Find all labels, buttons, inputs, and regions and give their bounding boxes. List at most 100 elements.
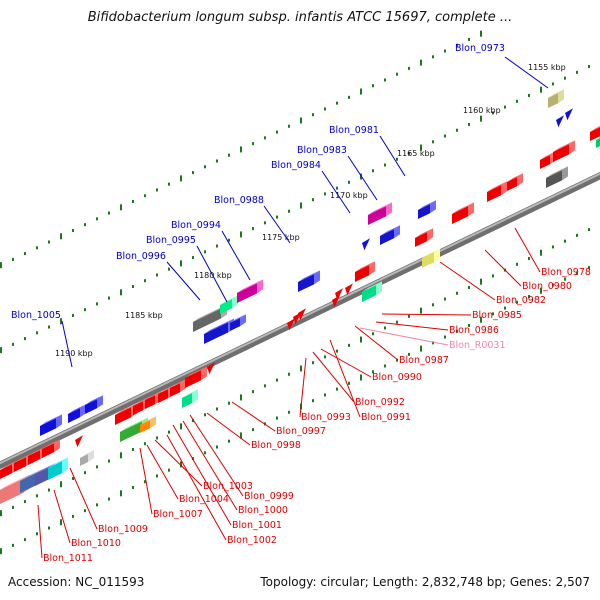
gene-box[interactable] [185, 366, 207, 388]
tick-mark [360, 374, 362, 381]
gene-box[interactable] [487, 181, 507, 202]
gene-label[interactable]: Blon_0980 [522, 281, 572, 292]
gene-label[interactable]: Blon_0985 [472, 310, 522, 321]
gene-box[interactable] [355, 261, 375, 282]
gene-label[interactable]: Blon_R0031 [449, 340, 506, 351]
gene-box[interactable] [380, 225, 400, 245]
gene-arrow[interactable] [565, 108, 573, 121]
gene-box[interactable] [548, 89, 564, 108]
leader-line [196, 245, 228, 303]
tick-mark [396, 358, 398, 362]
tick-mark [84, 308, 86, 312]
gene-box[interactable] [85, 395, 103, 414]
gene-label[interactable]: Blon_1009 [98, 524, 148, 535]
gene-box[interactable] [170, 379, 186, 397]
tick-mark [0, 510, 2, 517]
gene-label[interactable]: Blon_1010 [71, 538, 121, 549]
tick-mark [300, 365, 302, 372]
tick-mark [504, 306, 506, 310]
tick-mark [420, 307, 422, 314]
tick-mark [576, 70, 578, 74]
gene-box[interactable] [220, 295, 238, 314]
gene-box[interactable] [68, 404, 86, 423]
gene-box[interactable] [422, 248, 440, 268]
gene-label[interactable]: Blon_0986 [449, 325, 499, 336]
tick-mark [480, 316, 482, 323]
gene-label[interactable]: Blon_0987 [399, 355, 449, 366]
gene-label[interactable]: Blon_0992 [355, 397, 405, 408]
tick-mark [120, 289, 122, 296]
gene-box[interactable] [298, 270, 320, 292]
gene-label[interactable]: Blon_1003 [203, 481, 253, 492]
gene-arrow[interactable] [332, 295, 340, 308]
gene-label[interactable]: Blon_0990 [372, 372, 422, 383]
gene-box[interactable] [553, 140, 575, 162]
gene-arrow[interactable] [556, 115, 564, 128]
gene-box[interactable] [362, 281, 382, 302]
gene-box[interactable] [42, 439, 60, 458]
gene-box[interactable] [230, 314, 246, 331]
gene-box[interactable] [507, 173, 523, 191]
leader-line [69, 467, 98, 530]
leader-line [321, 170, 351, 214]
tick-mark [72, 313, 74, 317]
gene-label[interactable]: Blon_0994 [171, 220, 221, 231]
gene-label[interactable]: Blon_0984 [271, 160, 321, 171]
gene-label[interactable]: Blon_0999 [244, 491, 294, 502]
leader-line [354, 325, 399, 361]
gene-label[interactable]: Blon_0995 [146, 235, 196, 246]
gene-box[interactable] [418, 200, 436, 219]
tick-mark [276, 215, 278, 219]
gene-label[interactable]: Blon_0982 [496, 295, 546, 306]
gene-label[interactable]: Blon_0978 [541, 267, 591, 278]
gene-box[interactable] [140, 416, 156, 433]
tick-mark [276, 378, 278, 382]
gene-label[interactable]: Blon_1000 [238, 505, 288, 516]
tick-mark [168, 267, 170, 271]
gene-label[interactable]: Blon_0997 [276, 426, 326, 437]
gene-box[interactable] [596, 132, 600, 148]
tick-mark [528, 257, 530, 261]
gene-label[interactable]: Blon_0981 [329, 125, 379, 136]
gene-arrow[interactable] [207, 362, 215, 375]
gene-arrow[interactable] [298, 308, 306, 321]
gene-box[interactable] [40, 414, 62, 436]
tick-mark [132, 200, 134, 204]
leader-line [484, 249, 522, 287]
gene-box[interactable] [182, 389, 198, 408]
gene-box[interactable] [590, 123, 600, 141]
gene-box[interactable] [237, 279, 263, 303]
gene-box[interactable] [48, 457, 68, 480]
tick-mark [432, 303, 434, 307]
tick-mark [540, 287, 542, 294]
tick-mark [180, 461, 182, 468]
tick-mark [84, 471, 86, 475]
gene-box[interactable] [368, 202, 392, 225]
gene-arrow[interactable] [362, 238, 370, 251]
gene-box[interactable] [80, 450, 94, 466]
gene-label[interactable]: Blon_0991 [361, 412, 411, 423]
tick-mark [312, 361, 314, 365]
gene-label[interactable]: Blon_0998 [251, 440, 301, 451]
gene-label[interactable]: Blon_0983 [297, 145, 347, 156]
gene-label[interactable]: Blon_0973 [455, 43, 505, 54]
gene-label[interactable]: Blon_1005 [11, 310, 61, 321]
gene-label[interactable]: Blon_0993 [301, 412, 351, 423]
gene-label[interactable]: Blon_1007 [153, 509, 203, 520]
gene-arrow[interactable] [287, 318, 295, 331]
gene-label[interactable]: Blon_1001 [232, 520, 282, 531]
gene-label[interactable]: Blon_0988 [214, 195, 264, 206]
gene-label[interactable]: Blon_1004 [179, 494, 229, 505]
leader-line [312, 351, 355, 403]
gene-box[interactable] [452, 202, 474, 224]
gene-box[interactable] [415, 228, 433, 247]
gene-box[interactable] [546, 166, 568, 188]
gene-label[interactable]: Blon_0996 [116, 251, 166, 262]
gene-arrow[interactable] [345, 283, 353, 296]
gene-label[interactable]: Blon_1002 [227, 535, 277, 546]
gene-arrow[interactable] [75, 435, 83, 448]
tick-mark [324, 107, 326, 111]
tick-mark [0, 548, 2, 555]
gene-label[interactable]: Blon_1011 [43, 553, 93, 564]
